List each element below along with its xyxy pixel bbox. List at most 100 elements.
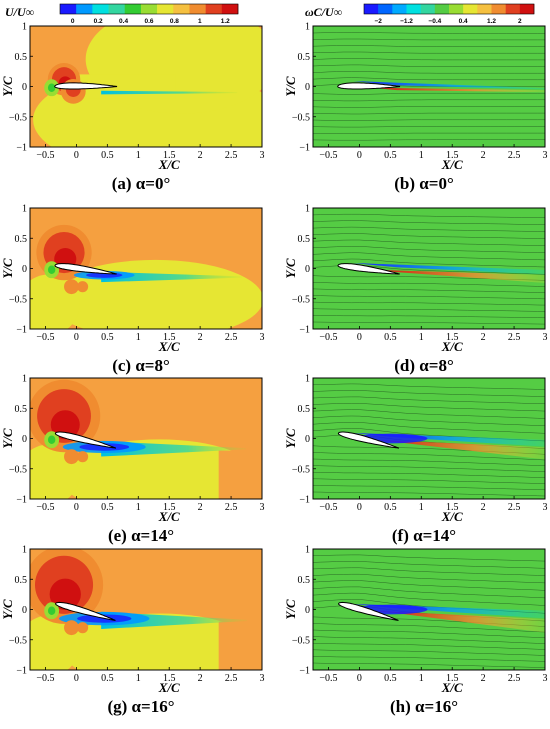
y-tick-label: −0.5 — [9, 464, 27, 475]
colorbar-vorticity-swatch — [491, 4, 506, 14]
x-tick-label: 2 — [481, 673, 486, 684]
colorbar-vorticity-swatch — [463, 4, 478, 14]
streamline — [313, 71, 545, 74]
streamline — [313, 282, 545, 287]
x-tick-label: 0 — [74, 502, 79, 513]
panel-f: −0.5 0 0.5 1 1.5 2 2.5 3 1 0.5 0 −0.5 −1 X/C Y/C (f) α=… — [283, 374, 548, 546]
x-tick-label: 1 — [419, 150, 424, 161]
panel-h: −0.5 0 0.5 1 1.5 2 2.5 3 1 0.5 0 −0.5 −1 X/C Y/C (h) α=… — [283, 545, 548, 717]
contour-field — [30, 26, 262, 147]
streamline — [313, 51, 545, 54]
x-tick-label: 0 — [357, 673, 362, 684]
x-tick-label: 2.5 — [508, 673, 521, 684]
streamline — [313, 485, 545, 491]
streamline — [313, 567, 545, 576]
streamline — [313, 301, 545, 306]
panel-caption: (a) α=0° — [112, 174, 171, 193]
panel-caption: (e) α=14° — [108, 526, 174, 545]
colorbar-velocity-title: U/U∞ — [5, 5, 34, 19]
airfoil — [54, 431, 116, 449]
streamline — [313, 252, 545, 261]
x-tick-label: 0 — [357, 150, 362, 161]
y-tick-label: −1 — [16, 495, 27, 506]
panel-e: −0.5 0 0.5 1 1.5 2 2.5 3 1 0.5 0 −0.5 −1 X/C Y/C (e) α=… — [0, 374, 265, 546]
x-tick-label: 1 — [419, 502, 424, 513]
y-tick-label: −0.5 — [9, 294, 27, 305]
x-tick-label: −0.5 — [36, 150, 54, 161]
streamline — [313, 623, 545, 633]
colorbar-velocity-tick-label: 1 — [198, 18, 202, 25]
y-tick-label: −1 — [299, 666, 310, 677]
y-tick-label: 1 — [305, 374, 310, 385]
colorbar-velocity-swatch — [173, 4, 190, 14]
colorbar-velocity-tick-label: 0.4 — [119, 18, 128, 25]
x-tick-label: 1.5 — [163, 673, 176, 684]
streamline — [313, 233, 545, 239]
y-axis-label: Y/C — [283, 76, 298, 97]
x-tick-label: 3 — [260, 502, 265, 513]
panel-d: −0.5 0 0.5 1 1.5 2 2.5 3 1 0.5 0 −0.5 −1 X/C Y/C (d) α=… — [283, 204, 548, 376]
y-tick-label: −1 — [16, 143, 27, 154]
x-tick-label: 0.5 — [384, 502, 397, 513]
x-tick-label: 1 — [136, 332, 141, 343]
contour-field — [30, 378, 262, 499]
y-tick-label: 0 — [305, 434, 310, 445]
airfoil — [338, 601, 399, 621]
x-tick-label: 1.5 — [446, 332, 459, 343]
colorbar-vorticity-tick-label: 2 — [518, 18, 522, 25]
x-tick-label: −0.5 — [319, 502, 337, 513]
x-axis-label: X/C — [441, 680, 463, 695]
colorbar-velocity-swatch — [205, 4, 223, 14]
x-tick-label: 1.5 — [446, 150, 459, 161]
streamline — [313, 92, 545, 95]
airfoil — [337, 263, 400, 275]
streamline — [313, 126, 545, 128]
y-axis-label: Y/C — [0, 258, 15, 279]
contour-field — [313, 549, 545, 670]
x-tick-label: 0.5 — [101, 332, 114, 343]
panel-caption: (d) α=8° — [394, 356, 454, 375]
colorbar-velocity-swatch — [60, 4, 77, 14]
x-tick-label: −0.5 — [36, 673, 54, 684]
y-tick-label: −1 — [16, 666, 27, 677]
colorbar-velocity-swatch — [157, 4, 174, 14]
streamline — [313, 58, 545, 61]
streamline — [313, 308, 545, 312]
y-tick-label: −0.5 — [292, 112, 310, 123]
x-tick-label: −0.5 — [319, 673, 337, 684]
colorbar-vorticity-swatch — [434, 4, 450, 14]
x-tick-label: 2 — [481, 332, 486, 343]
y-tick-label: 0.5 — [298, 234, 311, 245]
colorbar-velocity-tick-label: 1.2 — [221, 18, 230, 25]
y-tick-label: 1 — [305, 204, 310, 215]
colorbar-vorticity-tick-label: −2 — [374, 18, 382, 25]
panel-g: −0.5 0 0.5 1 1.5 2 2.5 3 1 0.5 0 −0.5 −1 X/C Y/C (g) α=… — [0, 545, 265, 717]
y-tick-label: 0.5 — [15, 575, 28, 586]
x-tick-label: 0.5 — [384, 150, 397, 161]
streamline — [313, 288, 545, 293]
y-tick-label: −0.5 — [9, 112, 27, 123]
panel-b: −0.5 0 0.5 1 1.5 2 2.5 3 1 0.5 0 −0.5 −1 X/C Y/C (b) α=… — [283, 22, 548, 194]
x-tick-label: −0.5 — [36, 332, 54, 343]
x-tick-label: 0 — [357, 332, 362, 343]
x-tick-label: 3 — [260, 150, 265, 161]
x-tick-label: 0 — [74, 332, 79, 343]
y-axis-label: Y/C — [0, 428, 15, 449]
y-tick-label: 1 — [305, 22, 310, 33]
streamline — [313, 112, 545, 115]
x-tick-label: 1.5 — [446, 673, 459, 684]
colorbar-velocity-swatch — [124, 4, 142, 14]
colorbar-vorticity-tick-label: 0.4 — [459, 18, 468, 25]
streamline — [313, 642, 545, 650]
panel-c: −0.5 0 0.5 1 1.5 2 2.5 3 1 0.5 0 −0.5 −1 X/C Y/C (c) α=… — [0, 204, 265, 376]
colorbar-velocity-tick-label: 0.2 — [94, 18, 103, 25]
y-tick-label: 0 — [22, 82, 27, 93]
panel-a: −0.5 0 0.5 1 1.5 2 2.5 3 1 0.5 0 −0.5 −1 X/C Y/C (a) α=… — [0, 22, 265, 194]
x-tick-label: 2 — [198, 502, 203, 513]
airfoil — [55, 601, 116, 621]
x-tick-label: 2.5 — [508, 502, 521, 513]
colorbar-vorticity-swatch — [519, 4, 535, 14]
streamline — [313, 586, 545, 599]
x-axis-label: X/C — [441, 157, 463, 172]
streamline — [313, 465, 545, 472]
